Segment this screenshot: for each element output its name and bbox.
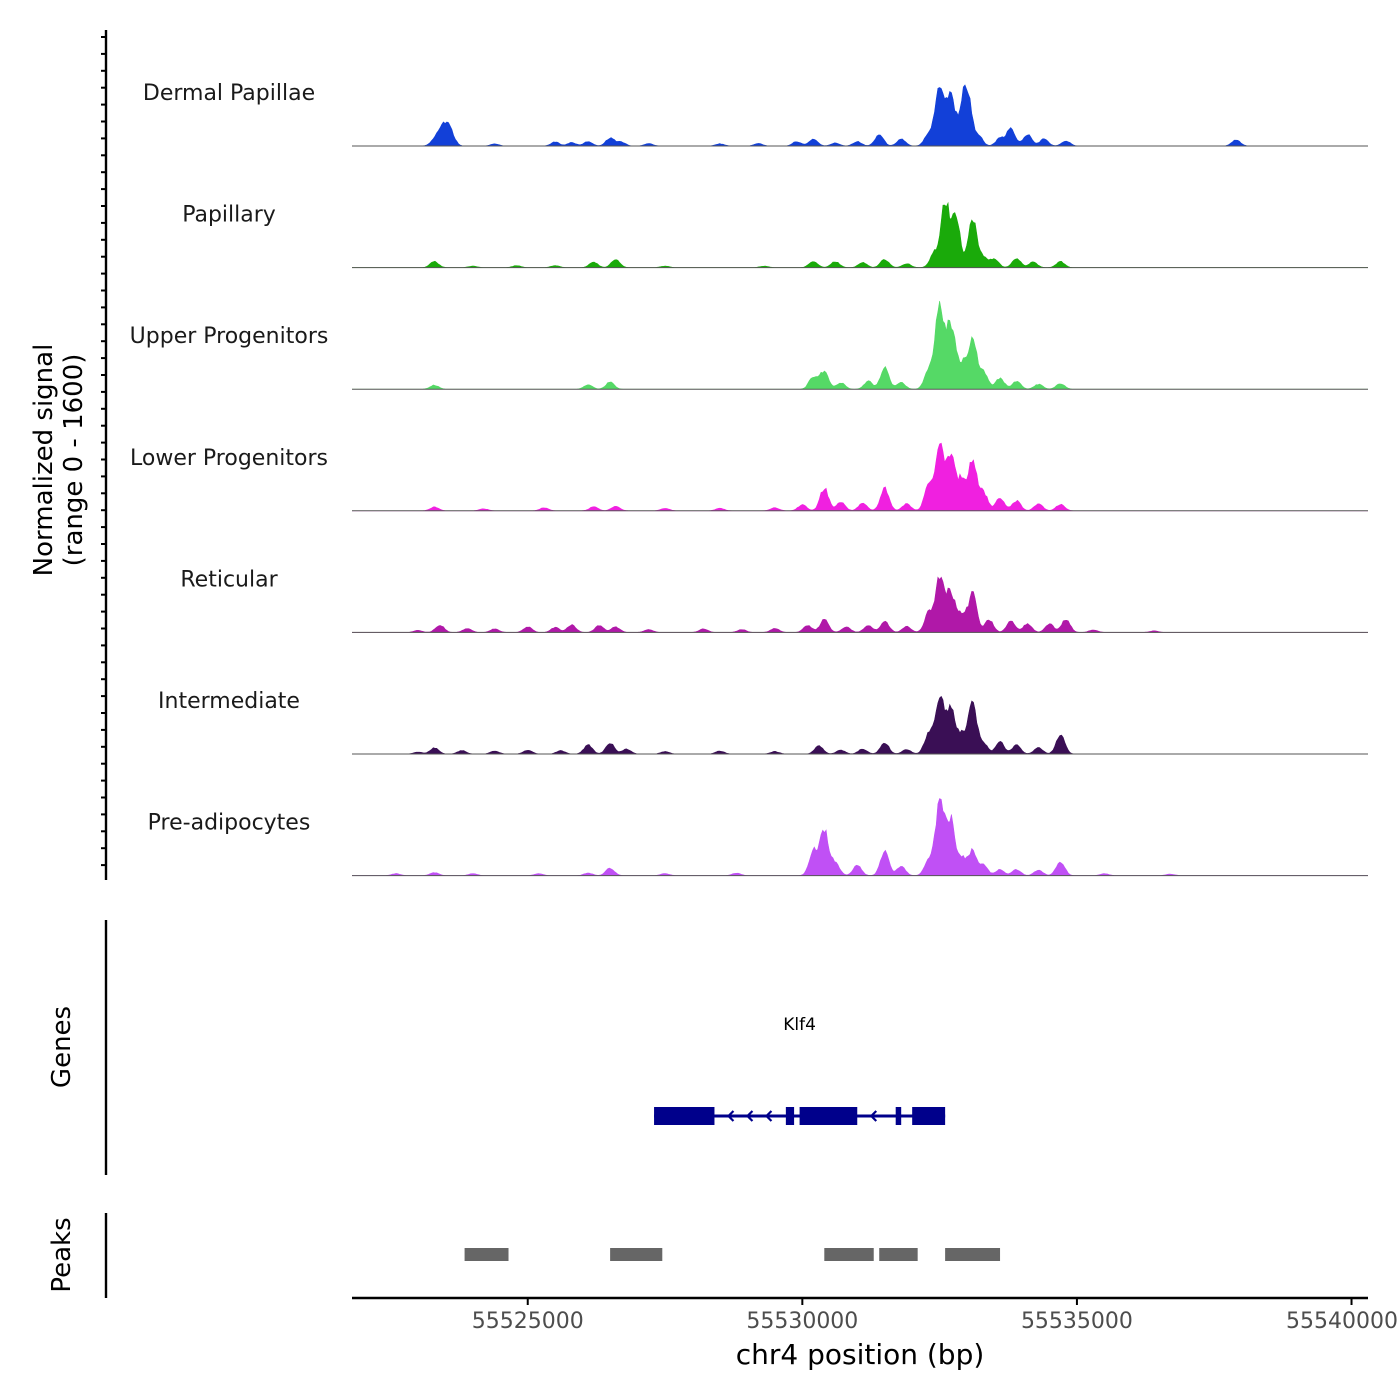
gene-exon: [895, 1107, 902, 1125]
track-label: Pre-adipocytes: [148, 811, 311, 836]
y-axis-label-line2: (range 0 - 1600): [59, 354, 89, 567]
strand-arrow: [869, 1110, 878, 1122]
peak-region: [464, 1248, 509, 1261]
signal-area: [352, 442, 1368, 512]
gene-exon: [785, 1107, 795, 1125]
strand-arrow: [764, 1110, 773, 1122]
signal-area: [352, 798, 1368, 876]
gene-exon: [654, 1107, 715, 1125]
strand-arrow: [745, 1110, 754, 1122]
signal-area: [352, 201, 1368, 268]
peak-region: [879, 1248, 918, 1261]
strand-arrow: [726, 1110, 735, 1122]
peak-region: [610, 1248, 663, 1261]
peaks-track: Peaks: [47, 1213, 1001, 1298]
gene-klf4: Klf4: [654, 1015, 946, 1125]
track-lower-progenitors: Lower Progenitors: [130, 442, 1368, 512]
track-pre-adipocytes: Pre-adipocytes: [148, 798, 1368, 877]
track-label: Reticular: [180, 567, 278, 592]
signal-area: [352, 695, 1368, 755]
x-tick-label: 55530000: [746, 1309, 858, 1334]
track-upper-progenitors: Upper Progenitors: [130, 300, 1368, 390]
gene-exon: [799, 1107, 858, 1125]
track-label: Dermal Papillae: [143, 81, 315, 106]
x-tick-label: 55535000: [1021, 1309, 1133, 1334]
y-axis-label-line1: Normalized signal: [29, 344, 59, 577]
track-dermal-papillae: Dermal Papillae: [143, 81, 1368, 147]
signal-area: [352, 300, 1368, 390]
track-label: Papillary: [182, 203, 276, 228]
track-intermediate: Intermediate: [158, 689, 1368, 755]
signal-area: [352, 576, 1368, 633]
x-axis-label: chr4 position (bp): [736, 1338, 985, 1371]
coverage-tracks: Dermal Papillae Papillary Upper Progenitor…: [130, 81, 1368, 877]
peak-region: [824, 1248, 874, 1261]
signal-area: [352, 84, 1368, 147]
track-label: Lower Progenitors: [130, 446, 328, 471]
gene-name-label: Klf4: [783, 1015, 816, 1035]
track-papillary: Papillary: [182, 201, 1368, 269]
peak-region: [945, 1248, 1001, 1261]
gene-exon: [912, 1107, 946, 1125]
genes-track-label: Genes: [47, 1006, 77, 1088]
track-label: Intermediate: [158, 689, 300, 714]
signal-y-axis: [101, 30, 108, 880]
peaks-track-label: Peaks: [47, 1217, 77, 1292]
track-label: Upper Progenitors: [130, 324, 329, 349]
genes-track: Genes Klf4: [47, 920, 946, 1175]
x-tick-label: 55525000: [472, 1309, 584, 1334]
x-axis: 55525000 55530000 55535000 55540000: [352, 1296, 1398, 1334]
track-reticular: Reticular: [180, 567, 1368, 633]
x-tick-label: 55540000: [1286, 1309, 1398, 1334]
